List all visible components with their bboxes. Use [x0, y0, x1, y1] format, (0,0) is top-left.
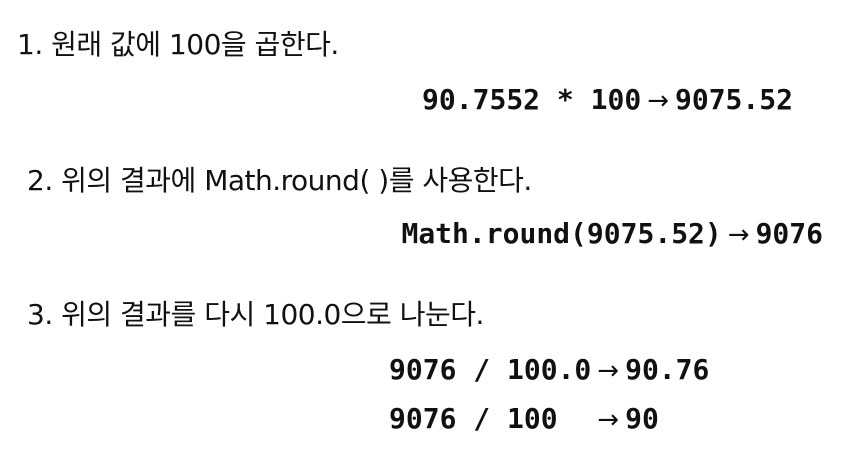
- code-result: 9076: [755, 217, 823, 250]
- step-2-code-line: Math.round(9075.52) → 9076: [401, 216, 823, 253]
- right-arrow-icon: →: [647, 86, 669, 116]
- step-3-heading: 3. 위의 결과를 다시 100.0으로 나눈다.: [27, 298, 484, 331]
- right-arrow-icon: →: [597, 356, 620, 386]
- right-arrow-icon: →: [597, 405, 620, 435]
- code-expression: 9076 / 100.0: [389, 353, 592, 386]
- step-3-code-line-1: 9076 / 100.0 → 90.76: [389, 352, 709, 389]
- right-arrow-icon: →: [727, 220, 750, 250]
- step-1-code-line: 90.7552 * 100 → 9075.52: [422, 82, 793, 119]
- code-result: 9075.52: [674, 83, 793, 116]
- code-expression: 90.7552 * 100: [422, 83, 642, 116]
- code-result: 90.76: [625, 353, 710, 386]
- step-2-heading: 2. 위의 결과에 Math.round( )를 사용한다.: [27, 164, 532, 197]
- code-expression: 9076 / 100: [389, 402, 592, 435]
- code-result: 90: [625, 402, 659, 435]
- step-1-heading: 1. 원래 값에 100을 곱한다.: [17, 28, 339, 61]
- step-3-code-line-2: 9076 / 100 → 90: [389, 401, 659, 438]
- code-expression: Math.round(9075.52): [401, 217, 722, 250]
